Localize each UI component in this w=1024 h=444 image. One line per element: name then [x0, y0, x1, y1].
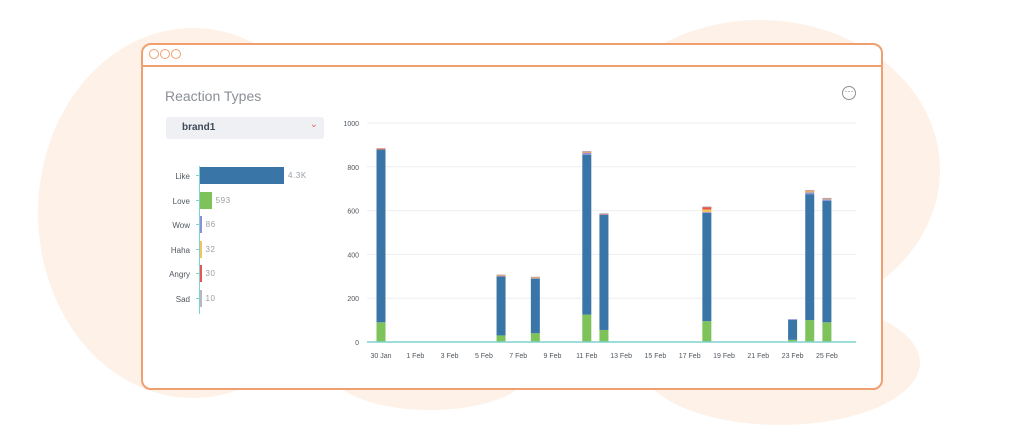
x-tick-label: 1 Feb	[406, 353, 424, 360]
bar-segment-angry[interactable]	[376, 148, 386, 150]
reaction-label-angry: Angry	[169, 270, 190, 280]
bar-segment-love[interactable]	[582, 314, 592, 342]
x-tick-label: 9 Feb	[544, 353, 562, 360]
reaction-value-love: 593	[215, 195, 231, 205]
x-tick-label: 15 Feb	[645, 353, 667, 360]
brand-select-value: brand1	[182, 122, 216, 133]
reaction-label-sad: Sad	[175, 295, 190, 304]
reaction-bar-like[interactable]	[200, 167, 284, 184]
bar-segment-sad[interactable]	[805, 190, 815, 191]
reaction-bar-angry[interactable]	[200, 265, 202, 283]
reaction-bar-love[interactable]	[200, 191, 212, 209]
reaction-axis-tick	[196, 175, 199, 176]
bar-segment-wow[interactable]	[496, 275, 506, 277]
x-tick-label: 17 Feb	[679, 353, 701, 360]
bar-segment-haha[interactable]	[805, 191, 815, 193]
reaction-value-like: 4.3K	[288, 171, 307, 180]
x-tick-label: 3 Feb	[441, 353, 459, 360]
reaction-axis-tick	[196, 199, 199, 201]
bar-segment-love[interactable]	[788, 339, 798, 342]
bar-segment-like[interactable]	[496, 276, 506, 336]
bar-segment-haha[interactable]	[582, 152, 592, 153]
bar-segment-sad[interactable]	[599, 213, 609, 215]
bar-segment-like[interactable]	[805, 194, 815, 321]
bar-segment-sad[interactable]	[496, 274, 506, 276]
bar-segment-haha[interactable]	[822, 198, 832, 200]
x-tick-label: 5 Feb	[475, 353, 493, 360]
x-tick-label: 13 Feb	[610, 353, 632, 360]
x-tick-label: 7 Feb	[509, 353, 527, 360]
y-tick-label: 0	[355, 340, 359, 347]
bar-segment-like[interactable]	[822, 200, 832, 323]
bar-segment-like[interactable]	[599, 214, 609, 330]
bar-segment-like[interactable]	[788, 319, 798, 340]
bar-segment-haha[interactable]	[530, 277, 540, 279]
y-tick-label: 400	[347, 252, 359, 259]
bar-segment-haha[interactable]	[702, 209, 712, 213]
bar-segment-like[interactable]	[582, 154, 592, 315]
reaction-axis-tick	[196, 273, 199, 275]
chevron-down-icon: ⌄	[309, 119, 318, 130]
reaction-label-wow: Wow	[172, 221, 190, 231]
y-tick-label: 200	[347, 296, 359, 303]
widget-title: Reaction Types	[165, 88, 262, 104]
x-tick-label: 19 Feb	[713, 353, 735, 360]
bar-segment-wow[interactable]	[788, 319, 798, 321]
window-titlebar	[143, 45, 881, 67]
reaction-bar-haha[interactable]	[200, 240, 202, 258]
bar-segment-love[interactable]	[822, 322, 832, 342]
bar-segment-angry[interactable]	[805, 190, 815, 192]
reaction-axis-tick	[196, 298, 199, 299]
bar-segment-haha[interactable]	[496, 275, 506, 277]
bar-segment-sad[interactable]	[702, 206, 712, 208]
reaction-value-angry: 30	[205, 269, 216, 279]
bar-segment-love[interactable]	[496, 335, 506, 342]
bar-segment-wow[interactable]	[530, 278, 540, 279]
bar-segment-wow[interactable]	[805, 192, 815, 195]
bar-segment-love[interactable]	[805, 320, 815, 342]
reaction-axis-tick	[196, 248, 199, 250]
x-tick-label: 21 Feb	[747, 353, 769, 360]
reactions-over-time-chart: 0 200 400 600 800 1000 30 Jan 1 Feb 3 Feb 5 Feb 7 …	[343, 121, 856, 360]
reaction-value-wow: 86	[205, 220, 216, 230]
y-tick-label: 600	[347, 209, 359, 216]
reaction-value-sad: 10	[205, 294, 216, 303]
bar-segment-angry[interactable]	[582, 151, 592, 153]
reaction-bar-wow[interactable]	[200, 216, 202, 234]
bar-segment-sad[interactable]	[822, 197, 832, 199]
browser-window: Reaction Types ··· brand1 ⌄ Like 4.3K Love…	[141, 43, 883, 390]
bar-segment-wow[interactable]	[702, 212, 712, 213]
reaction-label-love: Love	[172, 196, 190, 206]
bar-segment-love[interactable]	[702, 321, 712, 342]
reaction-label-like: Like	[175, 172, 190, 181]
x-tick-label: 23 Feb	[782, 353, 804, 360]
y-tick-label: 800	[347, 165, 359, 172]
bar-segment-angry[interactable]	[702, 206, 712, 210]
reaction-label-haha: Haha	[170, 245, 190, 255]
bar-segment-sad[interactable]	[530, 276, 540, 278]
x-tick-label: 11 Feb	[576, 353, 597, 360]
bar-segment-love[interactable]	[530, 333, 540, 342]
bar-segment-wow[interactable]	[582, 152, 592, 155]
bar-segment-like[interactable]	[376, 149, 386, 323]
x-tick-label: 30 Jan	[370, 353, 391, 360]
bar-segment-love[interactable]	[599, 329, 609, 342]
x-tick-label: 25 Feb	[816, 353, 838, 360]
y-tick-label: 1000	[343, 121, 359, 128]
bar-segment-love[interactable]	[376, 322, 386, 342]
bar-segment-like[interactable]	[530, 278, 540, 334]
brand-select[interactable]: brand1 ⌄	[166, 117, 324, 139]
window-dot-close[interactable]	[149, 49, 159, 59]
more-options-icon[interactable]: ···	[842, 86, 856, 100]
bar-segment-like[interactable]	[702, 212, 712, 322]
reaction-value-haha: 32	[205, 244, 216, 254]
window-dot-minimize[interactable]	[160, 49, 170, 59]
reaction-axis-line	[199, 166, 201, 314]
bar-segment-wow[interactable]	[822, 199, 832, 201]
bar-segment-sad[interactable]	[582, 151, 592, 152]
reaction-bar-sad[interactable]	[200, 290, 202, 307]
reaction-axis-tick	[196, 224, 199, 226]
window-dot-maximize[interactable]	[171, 49, 181, 59]
